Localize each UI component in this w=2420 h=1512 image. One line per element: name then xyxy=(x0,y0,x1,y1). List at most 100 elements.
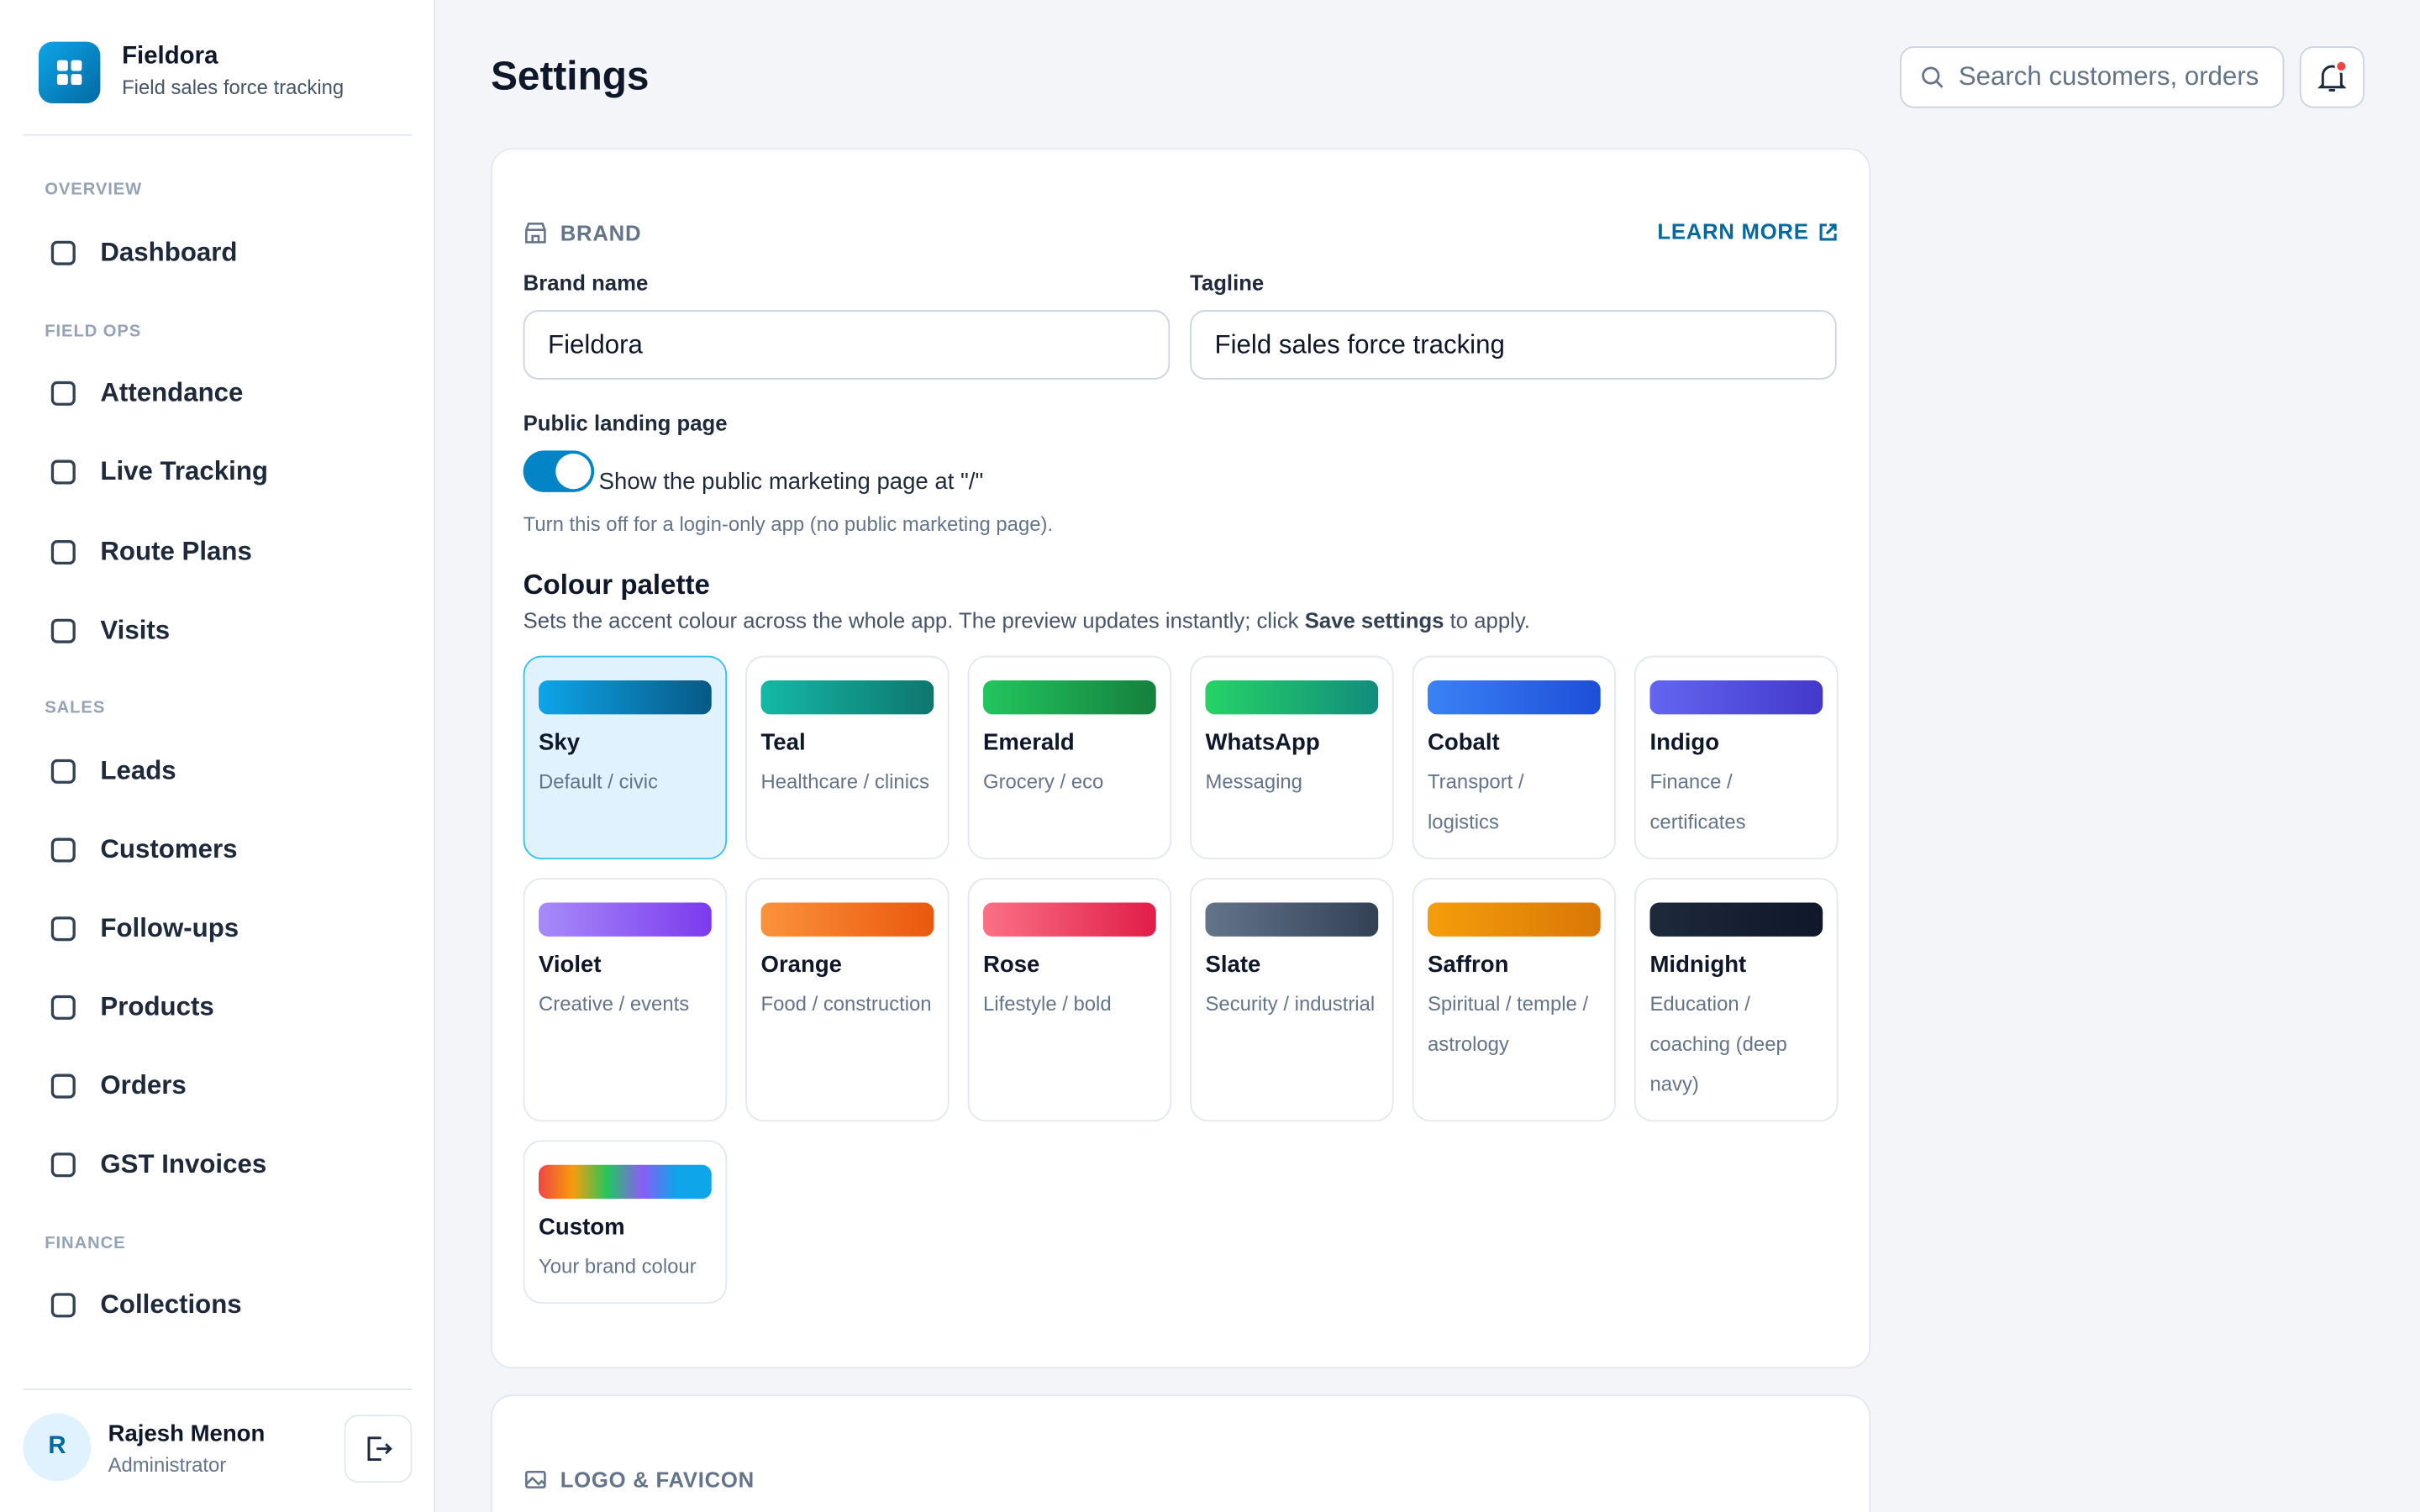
nav-label: Live Tracking xyxy=(100,456,268,486)
nav-item[interactable]: Follow-ups xyxy=(48,913,239,944)
learn-more-text: LEARN MORE xyxy=(1657,218,1809,244)
section-title: LOGO & FAVICON xyxy=(560,1467,755,1493)
palette-tile[interactable]: Orange Food / construction xyxy=(745,878,950,1122)
palette-title: Colour palette xyxy=(523,569,710,601)
logout-icon xyxy=(367,1436,392,1462)
nav-label: Collections xyxy=(100,1289,242,1320)
swatch xyxy=(1427,902,1601,937)
nav-item[interactable]: GST Invoices xyxy=(48,1149,266,1180)
tagline-input[interactable]: Field sales force tracking xyxy=(1190,310,1837,380)
palette-tile[interactable]: Saffron Spiritual / temple / astrology xyxy=(1412,878,1617,1122)
swatch xyxy=(1427,680,1601,715)
swatch xyxy=(539,680,712,715)
nav-label: Dashboard xyxy=(100,237,238,267)
logo-icon xyxy=(56,60,82,86)
nav-icon xyxy=(50,916,76,942)
field-label: Brand name xyxy=(523,270,649,295)
notifications-button[interactable] xyxy=(2299,46,2365,108)
nav-icon xyxy=(50,759,76,784)
bell-icon xyxy=(2317,60,2349,92)
palette-name: Sky xyxy=(539,729,581,757)
nav-label: Attendance xyxy=(100,378,244,407)
nav-item[interactable]: Leads xyxy=(48,756,176,787)
nav-icon xyxy=(50,618,76,643)
store-icon xyxy=(525,223,546,244)
nav-item[interactable]: Orders xyxy=(48,1071,187,1102)
nav-item[interactable]: Live Tracking xyxy=(48,457,268,488)
search-icon xyxy=(1922,66,1944,88)
nav-icon xyxy=(50,240,76,265)
field-label: Public landing page xyxy=(523,410,728,435)
palette-description: Lifestyle / bold xyxy=(983,992,1112,1016)
toggle-text: Show the public marketing page at "/" xyxy=(598,469,984,496)
nav-item[interactable]: Collections xyxy=(48,1290,242,1321)
nav-icon xyxy=(50,1293,76,1318)
nav-section-title: FIELD OPS xyxy=(45,322,142,341)
palette-grid: Sky Default / civic Teal Healthcare / clini… xyxy=(523,655,1839,1305)
brand-name-input[interactable]: Fieldora xyxy=(523,310,1171,380)
palette-description: Education / coaching (deep navy) xyxy=(1649,992,1787,1096)
nav-section-title: FINANCE xyxy=(45,1234,126,1253)
nav-item[interactable]: Route Plans xyxy=(48,537,252,568)
palette-tile[interactable]: WhatsApp Messaging xyxy=(1190,655,1394,860)
logout-button[interactable] xyxy=(344,1415,413,1483)
palette-tile[interactable]: Sky Default / civic xyxy=(523,655,728,860)
palette-tile[interactable]: Violet Creative / events xyxy=(523,878,728,1122)
palette-description: Your brand colour xyxy=(539,1254,697,1278)
nav-label: Orders xyxy=(100,1070,187,1100)
palette-tile[interactable]: Cobalt Transport / logistics xyxy=(1412,655,1617,860)
help-text: Turn this off for a login-only app (no p… xyxy=(523,512,1054,536)
image-icon xyxy=(525,1470,546,1488)
logo-card: LOGO & FAVICON xyxy=(491,1394,1871,1512)
search-placeholder: Search customers, orders xyxy=(1958,61,2260,92)
nav-item[interactable]: Visits xyxy=(48,616,170,647)
swatch xyxy=(1205,902,1379,937)
toggle[interactable] xyxy=(523,450,595,492)
palette-tile[interactable]: Indigo Finance / certificates xyxy=(1634,655,1839,860)
palette-name: WhatsApp xyxy=(1205,729,1320,757)
palette-description: Creative / events xyxy=(539,992,690,1016)
bold-text: Save settings xyxy=(1304,607,1444,633)
nav-section-title: OVERVIEW xyxy=(45,180,143,199)
app-tagline: Field sales force tracking xyxy=(122,76,345,99)
nav-icon xyxy=(50,995,76,1020)
palette-description: Food / construction xyxy=(760,992,932,1016)
nav-item[interactable]: Dashboard xyxy=(48,238,238,269)
app-logo xyxy=(38,41,101,104)
field-label: Tagline xyxy=(1190,270,1265,295)
nav-icon xyxy=(50,837,76,863)
swatch xyxy=(760,902,934,937)
palette-tile[interactable]: Midnight Education / coaching (deep navy) xyxy=(1634,878,1839,1122)
swatch xyxy=(1649,902,1823,937)
palette-tile[interactable]: Emerald Grocery / eco xyxy=(967,655,1172,860)
swatch xyxy=(983,902,1156,937)
nav-item[interactable]: Customers xyxy=(48,835,238,866)
palette-name: Indigo xyxy=(1649,729,1720,757)
palette-description: Transport / logistics xyxy=(1427,769,1524,833)
nav-item[interactable]: Attendance xyxy=(48,378,243,409)
nav-label: Visits xyxy=(100,615,171,645)
palette-tile[interactable]: Rose Lifestyle / bold xyxy=(967,878,1172,1122)
nav-icon xyxy=(50,1074,76,1099)
palette-name: Custom xyxy=(539,1214,625,1241)
search-box[interactable]: Search customers, orders xyxy=(1900,46,2285,108)
nav-icon xyxy=(50,381,76,406)
nav-label: Customers xyxy=(100,834,238,864)
palette-tile[interactable]: Slate Security / industrial xyxy=(1190,878,1394,1122)
nav-fade xyxy=(0,1367,434,1389)
divider xyxy=(23,134,413,136)
external-icon xyxy=(1819,223,1837,240)
palette-description: Default / civic xyxy=(539,769,659,794)
nav-label: GST Invoices xyxy=(100,1149,267,1179)
learn-more-link[interactable]: LEARN MORE xyxy=(1657,219,1838,244)
avatar[interactable]: R xyxy=(23,1413,92,1482)
palette-tile[interactable]: Custom Your brand colour xyxy=(523,1140,728,1305)
nav-item[interactable]: Products xyxy=(48,992,214,1023)
sidebar: Fieldora Field sales force tracking OVER… xyxy=(0,0,435,1512)
palette-tile[interactable]: Teal Healthcare / clinics xyxy=(745,655,950,860)
page-title: Settings xyxy=(491,52,650,99)
palette-description: Sets the accent colour across the whole … xyxy=(523,608,1530,633)
palette-name: Violet xyxy=(539,952,602,979)
